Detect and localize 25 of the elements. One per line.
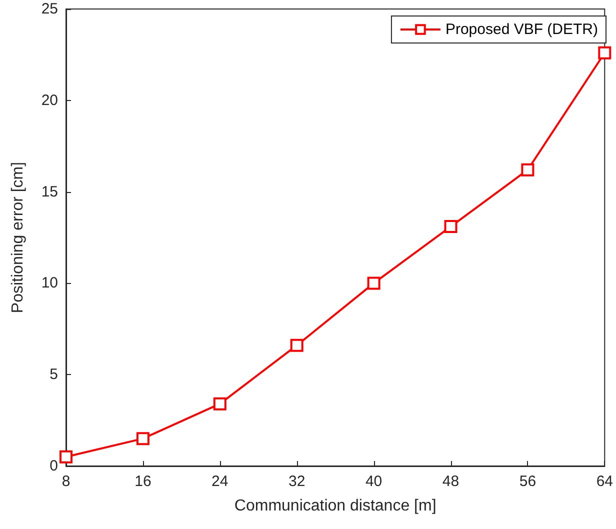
x-tick-label: 16: [134, 473, 152, 490]
x-axis-title: Communication distance [m]: [234, 498, 436, 514]
y-axis-title: Positioning error [cm]: [10, 162, 26, 314]
x-tick-label: 48: [442, 473, 460, 490]
point: [521, 163, 534, 176]
x-tick-label: 40: [365, 473, 382, 490]
point: [444, 220, 458, 234]
y-tick-label: 5: [50, 366, 58, 384]
y-tick-label: 0: [50, 458, 58, 474]
point: [290, 338, 304, 352]
x-tick-label: 32: [288, 473, 306, 490]
y-tick-label: 25: [41, 0, 58, 18]
y-tick-label: 15: [41, 183, 58, 200]
x-tick-label: 56: [519, 473, 536, 490]
legend-label: Proposed VBF (DETR): [445, 21, 598, 38]
x-tick-label: 64: [596, 473, 613, 490]
point: [598, 46, 612, 60]
y-tick-label: 20: [41, 92, 58, 109]
point: [60, 450, 72, 464]
point: [136, 432, 150, 446]
point: [213, 397, 226, 410]
point: [367, 276, 380, 290]
x-tick-label: 8: [62, 473, 70, 490]
y-tick-label: 10: [41, 274, 58, 292]
x-tick-label: 24: [212, 473, 228, 490]
